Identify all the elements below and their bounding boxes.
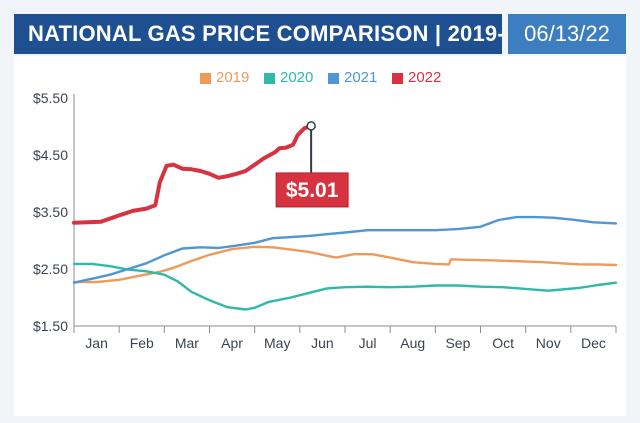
x-tick-label: Mar <box>175 335 199 351</box>
line-chart: 2019 2020 2021 2022 $1.50 $2.50 $3.50 $4.50 $5.5… <box>33 69 618 351</box>
series-line-2019 <box>72 245 618 284</box>
x-tick-label: Oct <box>492 335 514 351</box>
x-tick-label: Feb <box>130 335 154 351</box>
x-tick-label: Jan <box>85 335 108 351</box>
legend-label: 2020 <box>280 69 313 86</box>
date-badge: 06/13/22 <box>508 14 626 54</box>
y-tick-label: $2.50 <box>33 261 68 277</box>
legend-swatch <box>392 73 403 84</box>
y-tick-label: $5.50 <box>33 90 68 106</box>
chart-title: NATIONAL GAS PRICE COMPARISON | 2019-202… <box>14 14 502 54</box>
legend-label: 2022 <box>408 69 441 86</box>
y-tick-label: $3.50 <box>33 204 68 220</box>
series-line-2022 <box>72 123 314 225</box>
callout-marker <box>306 121 316 131</box>
x-tick-label: May <box>264 335 290 351</box>
callout-value-label: $5.01 <box>286 179 339 202</box>
legend-label: 2019 <box>216 69 249 86</box>
x-tick-label: Sep <box>445 335 470 351</box>
chart-panel: 2019 2020 2021 2022 $1.50 $2.50 $3.50 $4.50 $5.5… <box>14 56 626 416</box>
legend-swatch <box>200 73 211 84</box>
y-tick-label: $1.50 <box>33 318 68 334</box>
x-tick-label: Dec <box>581 335 606 351</box>
x-tick-label: Jul <box>359 335 377 351</box>
callout-box <box>275 172 349 208</box>
x-tick-label: Aug <box>400 335 425 351</box>
x-tick-label: Jun <box>311 335 334 351</box>
series-line-2020 <box>72 262 618 311</box>
x-tick-label: Apr <box>221 335 243 351</box>
y-tick-label: $4.50 <box>33 147 68 163</box>
x-tick-label: Nov <box>536 335 561 351</box>
legend-swatch <box>264 73 275 84</box>
legend-swatch <box>328 73 339 84</box>
series-line-2021 <box>72 215 618 284</box>
legend-label: 2021 <box>344 69 377 86</box>
